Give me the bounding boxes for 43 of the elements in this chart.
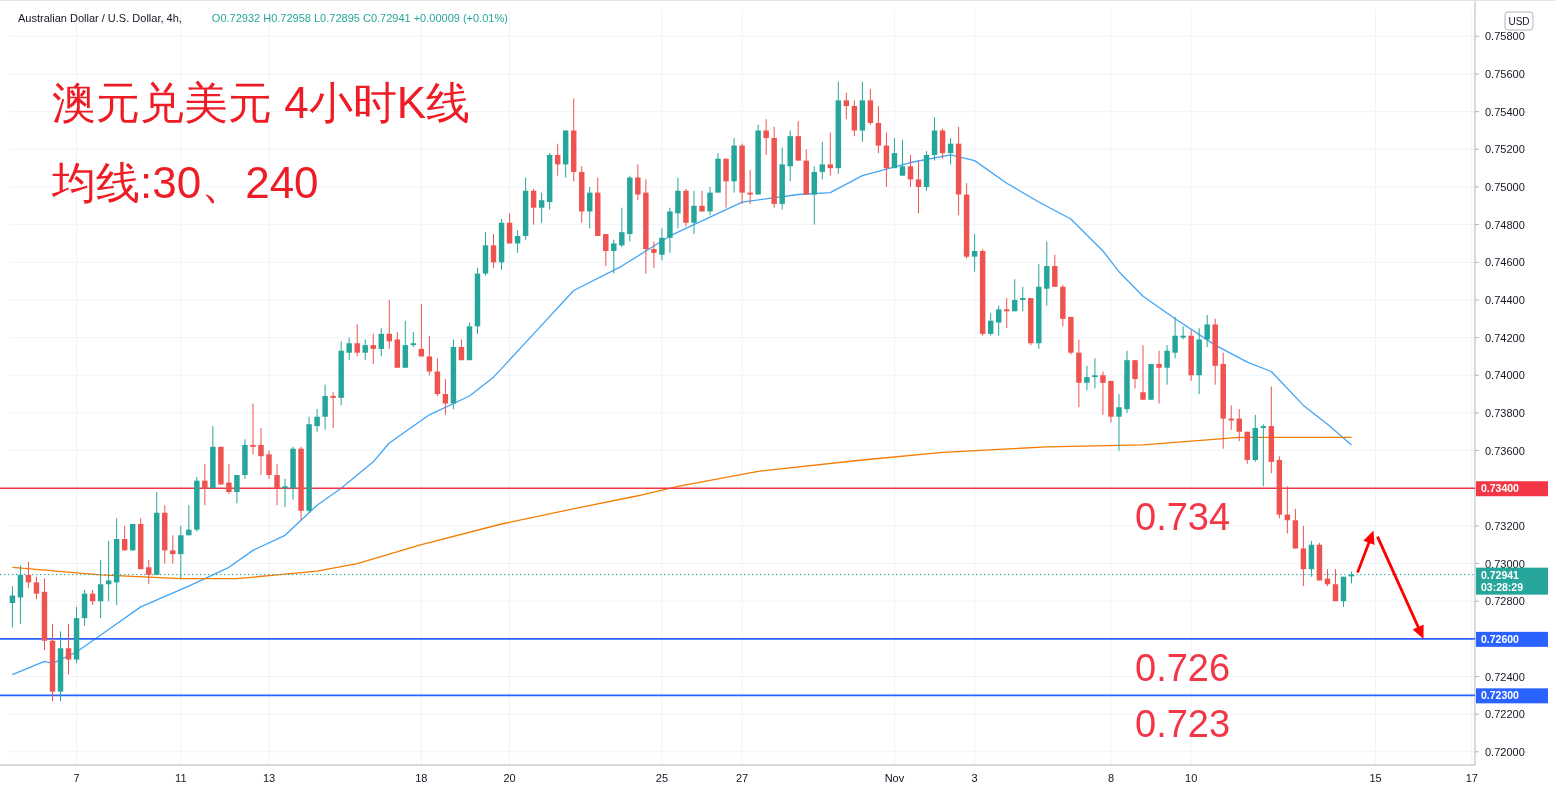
text: 澳元兑美元 4小时K线: [52, 78, 471, 127]
annotation: Australian Dollar / U.S. Dollar, 4h,: [18, 12, 182, 24]
y-tick-label: 0.72000: [1485, 745, 1525, 758]
y-tick-label: 0.74200: [1485, 331, 1525, 344]
y-tick-label: 0.73600: [1485, 444, 1525, 457]
y-tick-label: 0.75200: [1485, 143, 1525, 156]
x-tick-label: 25: [655, 772, 669, 784]
y-tick-label: 0.73200: [1485, 519, 1525, 532]
y-tick-label: 0.75000: [1485, 180, 1525, 193]
x-tick-label: 15: [1369, 772, 1382, 784]
x-tick-label: 10: [1185, 772, 1198, 784]
ref-line-label: 0.72941 03:28:29: [1481, 568, 1524, 593]
ref-line-label: 0.72600: [1481, 632, 1520, 645]
x-tick-label: 11: [175, 772, 187, 784]
annotation: 0.734: [1135, 496, 1231, 539]
x-tick-label: 18: [415, 772, 428, 784]
y-axis-title: USD: [1508, 16, 1530, 27]
x-tick-label: 13: [262, 772, 276, 784]
y-tick-label: 0.75600: [1485, 68, 1525, 81]
ref-line-label: 0.72300: [1481, 689, 1520, 702]
y-tick-label: 0.74400: [1485, 293, 1525, 306]
y-tick-label: 0.74000: [1485, 369, 1525, 382]
y-tick-label: 0.75800: [1485, 30, 1525, 43]
x-tick-label: 20: [503, 772, 516, 784]
x-tick-label: Nov: [884, 772, 905, 784]
y-tick-label: 0.72200: [1485, 708, 1525, 721]
y-tick-label: 0.74800: [1485, 218, 1525, 231]
y-tick-label: 0.75400: [1485, 105, 1525, 118]
x-tick-label: 7: [73, 772, 80, 784]
x-tick-label: 8: [1107, 772, 1115, 784]
y-tick-label: 0.73000: [1485, 557, 1525, 570]
x-tick-label: 17: [1465, 772, 1478, 784]
x-tick-label: 27: [735, 772, 749, 784]
y-tick-label: 0.72800: [1485, 595, 1525, 608]
y-tick-label: 0.72400: [1485, 670, 1525, 683]
y-tick-label: 0.74600: [1485, 256, 1525, 269]
ref-line-label: 0.73400: [1481, 482, 1520, 495]
annotation: O0.72932 H0.72958 L0.72895 C0.72941 +0.00009 (+0.01%): [211, 12, 508, 24]
x-tick-label: 3: [971, 772, 978, 784]
y-tick-label: 0.73800: [1485, 406, 1525, 419]
annotation: 0.723: [1135, 703, 1231, 746]
text: 均线:30、240: [51, 158, 319, 207]
annotation: 0.726: [1135, 646, 1231, 689]
